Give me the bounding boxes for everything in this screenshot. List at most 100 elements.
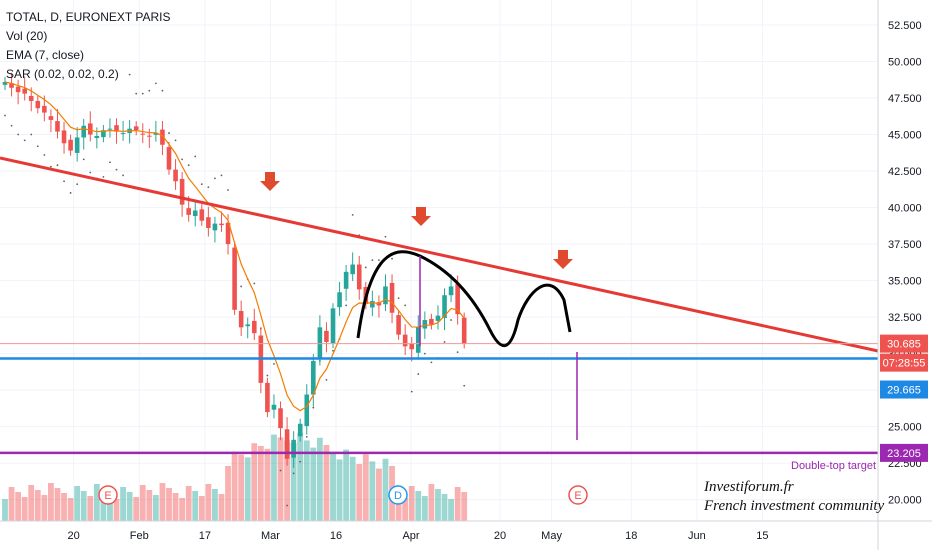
sar-dot (4, 114, 6, 117)
sar-dot (56, 164, 59, 167)
target-tag-bg (880, 443, 928, 462)
volume-bar (336, 459, 343, 521)
candle-body (291, 439, 296, 458)
volume-bar (349, 456, 356, 521)
sar-dot (214, 177, 216, 180)
volume-bar (461, 492, 468, 521)
y-tick-label: 47.500 (888, 93, 922, 105)
sar-dot (23, 139, 26, 142)
sar-dot (200, 183, 203, 186)
candle-body (284, 429, 290, 459)
volume-bar (192, 491, 199, 521)
y-tick-label: 45.000 (888, 130, 922, 142)
volume-bar (297, 433, 304, 521)
candle-body (409, 343, 415, 350)
candle-body (68, 139, 73, 151)
y-tick-label: 35.000 (888, 276, 922, 288)
candle-body (114, 125, 119, 132)
volume-bar (139, 485, 146, 521)
watermark-tagline: French investment community (704, 498, 885, 514)
sar-dot (253, 282, 256, 285)
volume-bar (343, 449, 350, 521)
sar-dot (82, 158, 85, 161)
volume-bar (277, 437, 284, 521)
volume-bar (225, 466, 231, 521)
volume-bar (172, 493, 179, 521)
sar-dot (227, 189, 229, 191)
candle-body (370, 301, 375, 308)
sar-dot (194, 155, 197, 158)
volume-bar (15, 492, 22, 521)
candle-body (87, 123, 93, 135)
y-tick-label: 50.000 (888, 56, 922, 68)
volume-bar (323, 445, 330, 521)
event-marker-label: D (394, 490, 402, 502)
sar-dot (128, 73, 131, 76)
volume-bar (198, 496, 205, 521)
candle-body (350, 264, 355, 275)
sar-dot (423, 352, 426, 355)
sar-dot (148, 89, 151, 92)
volume-bar (212, 489, 218, 521)
sar-dot (292, 472, 295, 475)
candle-body (166, 147, 172, 170)
volume-bar (21, 497, 28, 521)
volume-bar (133, 497, 140, 521)
volume-bar (185, 486, 192, 521)
countdown-tag: 07:28:55 (883, 358, 926, 370)
candle-body (238, 310, 244, 328)
candle-body (317, 327, 323, 359)
candle-body (186, 208, 191, 215)
watermark: Investiforum.fr French investment commun… (704, 478, 884, 516)
x-tick-label: 20 (494, 530, 506, 542)
sar-dot (351, 213, 354, 216)
x-tick-label: 15 (756, 530, 768, 542)
symbol-title[interactable]: TOTAL, D, EURONEXT PARIS (6, 10, 171, 24)
event-marker-label: E (574, 490, 581, 502)
candle-body (422, 320, 428, 329)
candle-body (22, 88, 27, 94)
sar-dot (69, 192, 72, 194)
sar-dot (463, 384, 466, 387)
ema-indicator-label[interactable]: EMA (7, close) (6, 48, 85, 62)
volume-bar (435, 489, 441, 521)
sar-dot (17, 133, 20, 136)
sar-dot (207, 186, 210, 189)
candle-body (2, 81, 8, 85)
volume-indicator-label[interactable]: Vol (20) (6, 29, 48, 43)
sar-dot (141, 92, 144, 95)
sar-dot (102, 175, 105, 178)
volume-bar (303, 440, 310, 521)
volume-bar (146, 490, 153, 521)
candle-body (192, 210, 198, 217)
sar-dot (161, 89, 164, 92)
event-marker-label: E (104, 490, 111, 502)
sar-dot (36, 145, 39, 148)
volume-bar (93, 484, 100, 521)
sar-dot (273, 362, 275, 365)
x-tick-label: Jun (688, 530, 706, 542)
support-tag: 29.665 (887, 385, 921, 397)
sar-dot (299, 460, 302, 463)
sar-dot (220, 174, 223, 177)
candle-body (311, 360, 316, 395)
y-tick-label: 37.500 (888, 239, 922, 251)
candle-body (160, 129, 165, 145)
candle-body (147, 135, 152, 137)
sar-dot (430, 361, 433, 364)
candle-body (120, 133, 126, 135)
chart-legend: TOTAL, D, EURONEXT PARIS Vol (20) EMA (7… (6, 8, 170, 84)
sar-dot (305, 435, 308, 438)
sar-indicator-label[interactable]: SAR (0.02, 0.02, 0.2) (6, 67, 119, 81)
candle-body (61, 130, 67, 144)
candle-body (415, 327, 421, 353)
candle-body (140, 133, 146, 135)
sar-dot (76, 183, 79, 186)
volume-bar (330, 452, 336, 521)
candle-body (324, 330, 329, 342)
volume-bar (2, 499, 8, 521)
candle-body (107, 128, 113, 130)
